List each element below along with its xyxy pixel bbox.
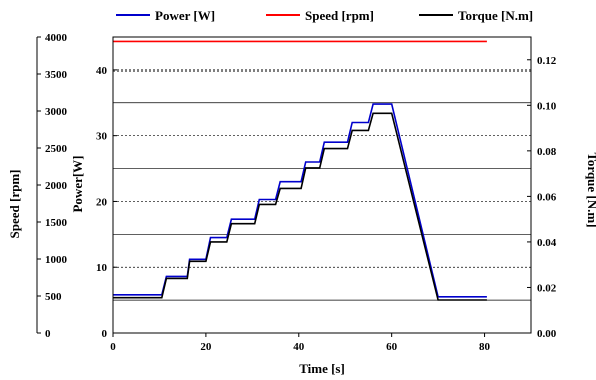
series-lines [113, 40, 487, 301]
x-tick-label: 0 [110, 341, 116, 353]
torque-tick-label: 0.00 [537, 328, 557, 340]
torque-tick-label: 0.12 [537, 55, 557, 67]
speed-tick-label: 1500 [45, 217, 68, 229]
speed-axis-title: Speed [rpm] [7, 170, 22, 239]
power-tick-label: 10 [96, 262, 108, 274]
torque-axis-title: Torque [N.m] [585, 152, 596, 227]
power-tick-label: 30 [96, 131, 108, 143]
legend-label-torque: Torque [N.m] [458, 8, 533, 23]
legend-label-speed: Speed [rpm] [305, 8, 374, 23]
power-axis-title: Power[W] [70, 155, 85, 212]
x-axis-title: Time [s] [299, 361, 345, 376]
legend: Power [W] Speed [rpm] Torque [N.m] [116, 8, 533, 23]
x-tick-label: 80 [479, 341, 491, 353]
speed-tick-label: 1000 [45, 254, 68, 266]
x-tick-label: 60 [386, 341, 398, 353]
speed-tick-label: 0 [45, 328, 51, 340]
reference-lines [113, 69, 531, 301]
speed-tick-label: 500 [45, 291, 62, 303]
speed-tick-label: 4000 [45, 32, 68, 44]
axis-ticks: 0 20 40 60 80 0 10 20 30 40 0 500 1000 1500 2000 2500 30… [36, 32, 557, 353]
speed-tick-label: 2500 [45, 143, 68, 155]
series-line-torque [113, 112, 487, 301]
torque-tick-label: 0.04 [537, 237, 557, 249]
legend-label-power: Power [W] [155, 8, 215, 23]
torque-tick-label: 0.02 [537, 282, 557, 294]
x-tick-label: 40 [293, 341, 305, 353]
x-tick-label: 20 [200, 341, 212, 353]
speed-tick-label: 3500 [45, 69, 68, 81]
power-tick-label: 20 [96, 196, 108, 208]
torque-tick-label: 0.08 [537, 146, 557, 158]
speed-tick-label: 3000 [45, 106, 68, 118]
power-tick-label: 0 [102, 328, 108, 340]
torque-tick-label: 0.06 [537, 191, 557, 203]
speed-tick-label: 2000 [45, 180, 68, 192]
plot-frame [112, 36, 532, 334]
torque-tick-label: 0.10 [537, 100, 557, 112]
power-tick-label: 40 [96, 65, 108, 77]
